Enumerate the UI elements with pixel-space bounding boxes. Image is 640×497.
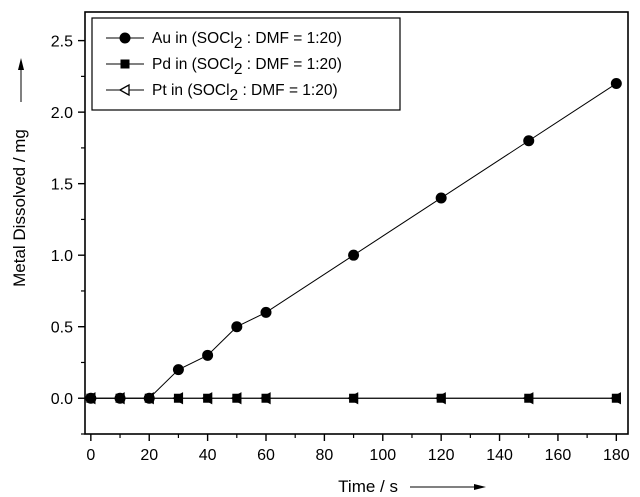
x-tick-label: 60 — [257, 447, 275, 464]
x-tick-label: 160 — [545, 447, 572, 464]
legend-label: Au in (SOCl2 : DMF = 1:20) — [152, 30, 342, 52]
data-point — [172, 364, 184, 376]
data-point — [232, 393, 242, 403]
legend-label-subscript: 2 — [234, 35, 243, 52]
series-line — [90, 83, 617, 399]
legend-label-tail: : DMF = 1:20) — [242, 30, 342, 47]
legend-label: Pd in (SOCl2 : DMF = 1:20) — [152, 56, 342, 78]
y-tick-label: 2.5 — [51, 34, 73, 51]
y-tick-label: 1.0 — [51, 248, 73, 265]
legend-label-tail: : DMF = 1:20) — [238, 82, 338, 99]
data-point — [610, 78, 622, 90]
x-tick-label: 100 — [369, 447, 396, 464]
legend-label-main: Pd in (SOCl — [152, 56, 234, 73]
data-point — [524, 393, 534, 403]
data-point — [523, 135, 535, 147]
data-point — [260, 306, 272, 318]
y-tick-label: 0.5 — [51, 320, 73, 337]
legend-marker — [120, 59, 130, 69]
legend-label-tail: : DMF = 1:20) — [242, 56, 342, 73]
x-tick-label: 0 — [86, 447, 95, 464]
data-point — [261, 393, 271, 403]
legend-marker — [119, 32, 131, 44]
data-point — [349, 393, 359, 403]
x-tick-label: 40 — [199, 447, 217, 464]
data-point — [114, 392, 126, 404]
x-axis-title: Time / s — [338, 477, 398, 496]
legend-label: Pt in (SOCl2 : DMF = 1:20) — [152, 82, 338, 104]
x-axis-arrowhead — [474, 484, 486, 490]
y-tick-label: 2.0 — [51, 105, 73, 122]
y-tick-label: 1.5 — [51, 177, 73, 194]
x-tick-label: 80 — [315, 447, 333, 464]
data-point — [611, 393, 621, 403]
legend-label-subscript: 2 — [230, 87, 239, 104]
y-tick-label: 0.0 — [51, 391, 73, 408]
data-point — [436, 393, 446, 403]
y-axis-title: Metal Dissolved / mg — [10, 129, 29, 287]
x-tick-label: 140 — [486, 447, 513, 464]
x-tick-label: 20 — [140, 447, 158, 464]
data-point — [203, 393, 213, 403]
legend-label-subscript: 2 — [234, 61, 243, 78]
y-axis-arrowhead — [18, 58, 24, 70]
legend-label-main: Pt in (SOCl — [152, 82, 230, 99]
data-point — [202, 349, 214, 361]
data-point — [231, 321, 243, 333]
legend-marker — [118, 83, 130, 97]
legend-label-main: Au in (SOCl — [152, 30, 234, 47]
data-point — [348, 249, 360, 261]
data-point — [435, 192, 447, 204]
data-point — [143, 392, 155, 404]
plot-frame — [84, 11, 629, 435]
data-point — [173, 393, 183, 403]
x-tick-label: 120 — [428, 447, 455, 464]
x-tick-label: 180 — [603, 447, 630, 464]
data-point — [85, 392, 97, 404]
